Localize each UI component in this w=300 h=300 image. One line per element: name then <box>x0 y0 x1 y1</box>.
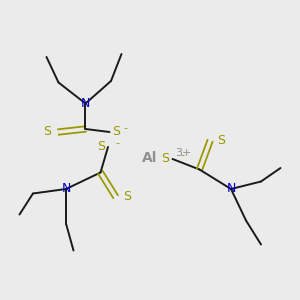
Text: N: N <box>226 182 236 196</box>
Text: 3+: 3+ <box>176 148 192 158</box>
Text: -: - <box>116 138 119 148</box>
Text: S: S <box>123 190 131 203</box>
Text: S: S <box>161 152 169 166</box>
Text: Al: Al <box>142 151 158 164</box>
Text: N: N <box>81 97 90 110</box>
Text: -: - <box>180 150 184 161</box>
Text: S: S <box>218 134 226 148</box>
Text: S: S <box>112 125 121 139</box>
Text: S: S <box>43 125 51 139</box>
Text: -: - <box>123 123 127 134</box>
Text: S: S <box>97 140 105 154</box>
Text: N: N <box>61 182 71 196</box>
